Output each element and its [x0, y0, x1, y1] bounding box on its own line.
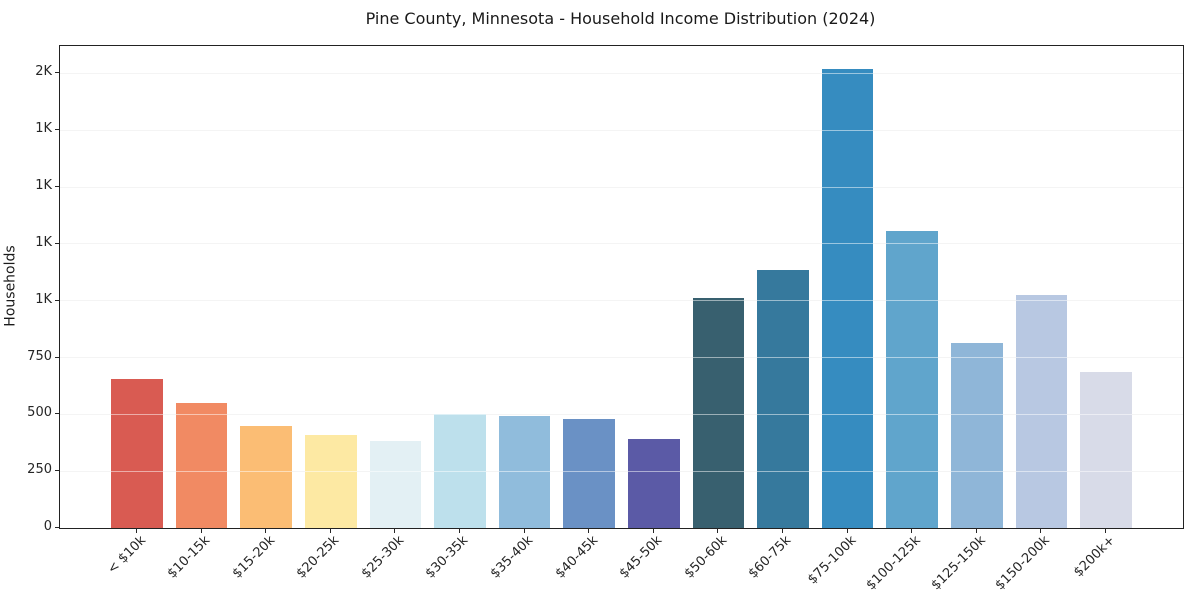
bar-75-100k — [821, 68, 874, 528]
x-tick-label: < $10k — [104, 533, 149, 578]
bar-20-25k — [304, 434, 357, 528]
x-tick-mark — [200, 528, 202, 533]
gridline-overlay — [60, 129, 1183, 131]
bar-150-200k — [1015, 295, 1068, 528]
y-tick-mark — [55, 356, 59, 358]
gridline-overlay — [60, 357, 1183, 359]
bar-45-50k — [627, 439, 680, 528]
x-tick-label: $30-35k — [423, 533, 472, 582]
y-tick-mark — [55, 470, 59, 472]
y-tick-label: 0 — [43, 519, 52, 534]
y-axis-title: Households — [0, 45, 24, 527]
x-tick-mark — [265, 528, 267, 533]
x-tick-mark — [846, 528, 848, 533]
y-tick-label: 1K — [35, 291, 52, 307]
x-tick-label: $45-50k — [616, 533, 666, 582]
y-tick-label: 1K — [35, 178, 52, 194]
bar-125-150k — [951, 342, 1003, 528]
x-tick-mark — [523, 528, 525, 533]
y-tick-mark — [55, 299, 59, 301]
x-tick-mark — [1105, 528, 1107, 533]
x-tick-mark — [782, 528, 784, 533]
x-tick-mark — [652, 528, 654, 533]
gridline-overlay — [60, 413, 1183, 415]
gridline-overlay — [60, 243, 1183, 245]
gridline-overlay — [60, 470, 1183, 472]
bar-40-45k — [563, 418, 616, 528]
x-tick-mark — [975, 528, 977, 533]
x-tick-mark — [717, 528, 719, 533]
gridline-overlay — [60, 186, 1183, 188]
x-tick-label: $35-40k — [487, 533, 537, 582]
y-tick-mark — [55, 413, 59, 415]
y-tick-mark — [55, 129, 59, 131]
gridline-overlay — [60, 300, 1183, 302]
plot-area — [59, 45, 1184, 529]
x-tick-mark — [1040, 528, 1042, 533]
y-tick-label: 2K — [35, 64, 52, 80]
y-tick-label: 750 — [27, 348, 52, 364]
x-tick-label: $125-150k — [928, 533, 989, 590]
x-tick-label: $15-20k — [229, 533, 278, 582]
x-tick-label: $10-15k — [164, 533, 214, 582]
bar-15-20k — [240, 425, 292, 528]
y-tick-mark — [55, 527, 59, 528]
bar-35-40k — [498, 415, 551, 528]
x-tick-label: $60-75k — [746, 533, 795, 582]
y-tick-label: 500 — [27, 405, 52, 421]
x-tick-mark — [135, 528, 137, 533]
y-tick-label: 1K — [35, 121, 52, 137]
y-tick-mark — [55, 72, 59, 74]
x-tick-mark — [911, 528, 913, 533]
bar-50-60k — [692, 298, 745, 528]
bar-200k — [1080, 372, 1132, 528]
chart-title: Pine County, Minnesota - Household Incom… — [365, 9, 876, 28]
x-tick-mark — [458, 528, 460, 533]
bar-10k — [111, 379, 163, 528]
x-tick-label: $200k+ — [1070, 533, 1118, 581]
bar-25-30k — [369, 440, 422, 528]
x-tick-label: $100-125k — [863, 533, 924, 590]
x-tick-mark — [329, 528, 331, 533]
y-tick-label: 1K — [35, 234, 52, 250]
x-tick-mark — [394, 528, 396, 533]
gridline-overlay — [60, 72, 1183, 74]
y-tick-mark — [55, 242, 59, 244]
bar-100-125k — [886, 231, 939, 528]
x-tick-label: $150-200k — [992, 533, 1054, 590]
x-tick-label: $25-30k — [358, 533, 407, 582]
x-tick-label: $75-100k — [804, 533, 860, 588]
x-tick-label: $40-45k — [552, 533, 601, 582]
bar-60-75k — [757, 270, 809, 528]
x-tick-label: $50-60k — [681, 533, 731, 582]
x-tick-mark — [588, 528, 590, 533]
y-tick-label: 250 — [27, 462, 52, 478]
y-tick-mark — [55, 186, 59, 188]
y-axis-title-text: Households — [3, 245, 20, 327]
x-tick-label: $20-25k — [293, 533, 343, 582]
bar-10-15k — [175, 403, 228, 528]
